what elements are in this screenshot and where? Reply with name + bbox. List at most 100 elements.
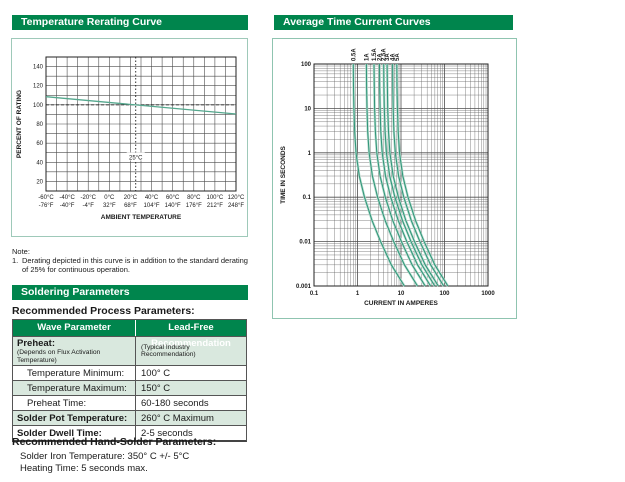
- param-value: 260° C Maximum: [141, 412, 214, 424]
- value-cell: 260° C Maximum: [135, 411, 246, 425]
- param-value: 2-5 seconds: [141, 427, 193, 439]
- fuse-curve: [379, 63, 432, 287]
- section-header-average-time: Average Time Current Curves: [274, 15, 513, 30]
- value-cell: (Typical Industry Recommendation): [135, 337, 246, 365]
- grid: [313, 63, 489, 287]
- x-tick-label-celsius: 100°C: [207, 195, 224, 201]
- curve-label: 1A: [364, 53, 370, 61]
- plot-border: [313, 63, 489, 287]
- curve-label: 0.5A: [351, 48, 357, 61]
- x-tick-label-fahrenheit: 32°F: [103, 203, 116, 209]
- param-name: Solder Dwell Time:: [17, 427, 102, 439]
- fuse-curve: [392, 63, 445, 287]
- temperature-rerating-plot: 25°C 20 40 60 80 100 120 140 -60°C -76°F -40°C -40°…: [16, 56, 245, 221]
- param-cell: Solder Pot Temperature:: [13, 412, 135, 425]
- table-row: Solder Pot Temperature: 260° C Maximum: [13, 410, 246, 425]
- y-tick-label: 40: [36, 160, 43, 166]
- param-name: Preheat:: [17, 338, 56, 349]
- x-tick-label-celsius: 0°C: [104, 195, 115, 201]
- table-header-lead-free: Lead-Free Recommendation: [135, 320, 246, 349]
- process-params-table: Wave Parameter Lead-Free Recommendation …: [12, 319, 247, 442]
- y-tick-label: 100: [33, 103, 44, 109]
- average-time-current-chart: 0.5A 1A 1.5A 2A 2.5A 3A 4A 5A 100 10 1 0.1 0.01 0.001…: [272, 38, 517, 319]
- y-tick-label: 140: [33, 65, 44, 71]
- x-tick-label: 10: [398, 291, 405, 297]
- y-tick-label: 10: [304, 106, 311, 112]
- y-tick-label: 1: [308, 151, 312, 157]
- table-header-wave-parameter: Wave Parameter: [37, 322, 111, 333]
- fuse-curve: [352, 63, 405, 287]
- x-axis-title: AMBIENT TEMPERATURE: [101, 214, 182, 221]
- annotation-25c: 25°C: [129, 156, 143, 162]
- y-tick-label: 80: [36, 122, 43, 128]
- process-params-heading: Recommended Process Parameters:: [12, 305, 195, 317]
- hand-solder-heading: Recommended Hand-Solder Parameters:: [12, 436, 217, 448]
- y-tick-label: 0.001: [296, 284, 312, 290]
- solder-iron-temperature-line: Solder Iron Temperature: 350° C +/- 5°C: [20, 451, 190, 462]
- x-tick-label-celsius: 60°C: [166, 195, 180, 201]
- param-value: 150° C: [141, 382, 171, 394]
- y-tick-label: 0.01: [299, 240, 311, 246]
- fuse-curve: [373, 63, 426, 287]
- param-cell: Temperature Minimum:: [13, 367, 135, 380]
- param-cell: Preheat: (Depends on Flux Activation Temp…: [13, 337, 135, 365]
- x-tick-label-fahrenheit: 248°F: [228, 203, 244, 209]
- x-tick-label-celsius: 80°C: [187, 195, 201, 201]
- y-axis-title: TIME IN SECONDS: [280, 145, 287, 203]
- fuse-curve: [396, 63, 449, 287]
- table-row: Preheat: (Depends on Flux Activation Temp…: [13, 336, 246, 365]
- label-backing: [126, 152, 145, 161]
- y-tick-label: 0.1: [303, 195, 312, 201]
- param-name: Preheat Time:: [27, 397, 87, 409]
- param-name: Solder Pot Temperature:: [17, 412, 128, 424]
- table-row: Temperature Maximum: 150° C: [13, 380, 246, 395]
- heating-time-line: Heating Time: 5 seconds max.: [20, 463, 148, 474]
- value-cell: 60-180 seconds: [135, 396, 246, 410]
- param-subnote: (Depends on Flux Activation Temperature): [17, 349, 101, 364]
- fuse-curve: [383, 63, 436, 287]
- x-tick-label-celsius: 120°C: [228, 195, 245, 201]
- curve-label: 3A: [385, 53, 391, 61]
- x-tick-label: 1000: [481, 291, 495, 297]
- value-cell: 150° C: [135, 381, 246, 395]
- note-text: Derating depicted in this curve is in ad…: [22, 256, 248, 274]
- param-cell: Preheat Time:: [13, 397, 135, 410]
- curve-label: 5A: [395, 53, 401, 61]
- value-subnote: (Typical Industry Recommendation): [141, 343, 196, 359]
- x-tick-label-fahrenheit: 176°F: [186, 203, 202, 209]
- y-tick-label: 20: [36, 179, 43, 185]
- table-row: Solder Dwell Time: 2-5 seconds: [13, 425, 246, 440]
- param-value: 100° C: [141, 367, 171, 379]
- derating-note: Note: 1. Derating depicted in this curve…: [12, 247, 256, 274]
- note-label: Note:: [12, 247, 30, 256]
- param-name: Temperature Minimum:: [27, 367, 125, 379]
- plot-border: [45, 56, 237, 192]
- x-tick-label: 0.1: [310, 291, 319, 297]
- param-cell: Temperature Maximum:: [13, 382, 135, 395]
- table-row: Temperature Minimum: 100° C: [13, 365, 246, 380]
- x-tick-label-fahrenheit: -40°F: [60, 203, 75, 209]
- x-tick-label: 100: [439, 291, 450, 297]
- grid: [45, 56, 237, 192]
- x-tick-label-celsius: -40°C: [59, 195, 75, 201]
- param-value: 60-180 seconds: [141, 397, 209, 409]
- temperature-rerating-chart: 25°C 20 40 60 80 100 120 140 -60°C -76°F -40°C -40°…: [11, 38, 248, 237]
- curve-label: 2.5A: [382, 48, 388, 61]
- x-tick-label-celsius: 40°C: [145, 195, 159, 201]
- derating-curve: [45, 96, 237, 115]
- x-tick-label-celsius: -20°C: [81, 195, 97, 201]
- curve-label: 1.5A: [372, 48, 378, 61]
- x-tick-label: 1: [356, 291, 360, 297]
- y-tick-label: 120: [33, 84, 44, 90]
- x-tick-label-celsius: -60°C: [38, 195, 54, 201]
- note-number: 1.: [12, 256, 19, 265]
- section-header-temperature-rerating: Temperature Rerating Curve: [12, 15, 248, 30]
- x-axis-title: CURRENT IN AMPERES: [364, 300, 438, 307]
- y-tick-label: 60: [36, 141, 43, 147]
- value-cell: 100° C: [135, 366, 246, 380]
- curve-label: 4A: [391, 53, 397, 61]
- value-cell: 2-5 seconds: [135, 426, 246, 440]
- x-tick-label-celsius: 20°C: [124, 195, 138, 201]
- x-tick-label-fahrenheit: 104°F: [144, 203, 160, 209]
